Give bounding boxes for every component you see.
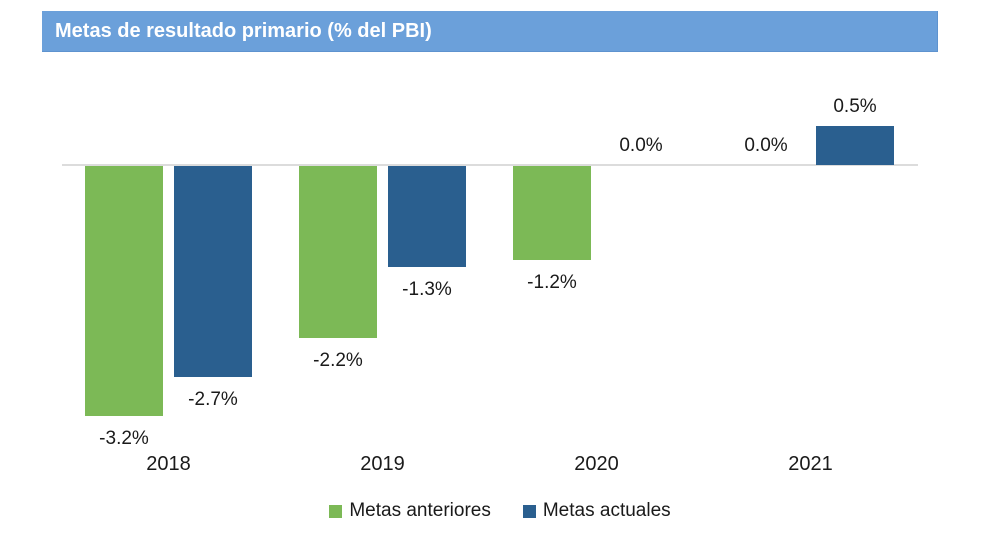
x-axis-label-2021: 2021 — [788, 453, 833, 475]
chart-title: Metas de resultado primario (% del PBI) — [55, 19, 432, 42]
legend-label-metas-anteriores: Metas anteriores — [349, 500, 491, 521]
legend-label-metas-actuales: Metas actuales — [542, 500, 671, 521]
legend: Metas anteriores Metas actuales — [0, 500, 1000, 522]
legend-item-metas-actuales: Metas actuales — [522, 500, 671, 522]
value-label-metas-actuales-2018: -2.7% — [188, 389, 238, 410]
bar-metas-actuales-2021 — [816, 126, 894, 165]
value-label-metas-anteriores-2018: -3.2% — [99, 428, 149, 449]
value-label-metas-actuales-2020: 0.0% — [619, 135, 663, 156]
chart-title-bar: Metas de resultado primario (% del PBI) — [42, 11, 938, 52]
bar-metas-anteriores-2018 — [85, 166, 163, 416]
bar-metas-anteriores-2020 — [513, 166, 591, 260]
bar-metas-actuales-2019 — [388, 166, 466, 267]
legend-swatch-metas-actuales — [522, 504, 536, 518]
zero-axis-line — [62, 164, 918, 166]
value-label-metas-actuales-2021: 0.5% — [833, 96, 877, 117]
x-axis-label-2019: 2019 — [360, 453, 405, 475]
legend-item-metas-anteriores: Metas anteriores — [329, 500, 491, 522]
bar-metas-anteriores-2019 — [299, 166, 377, 338]
value-label-metas-actuales-2019: -1.3% — [402, 279, 452, 300]
value-label-metas-anteriores-2019: -2.2% — [313, 350, 363, 371]
value-label-metas-anteriores-2021: 0.0% — [744, 135, 788, 156]
legend-swatch-metas-anteriores — [329, 504, 343, 518]
bar-metas-actuales-2018 — [174, 166, 252, 377]
x-axis-label-2020: 2020 — [574, 453, 619, 475]
value-label-metas-anteriores-2020: -1.2% — [527, 272, 577, 293]
x-axis-label-2018: 2018 — [146, 453, 191, 475]
